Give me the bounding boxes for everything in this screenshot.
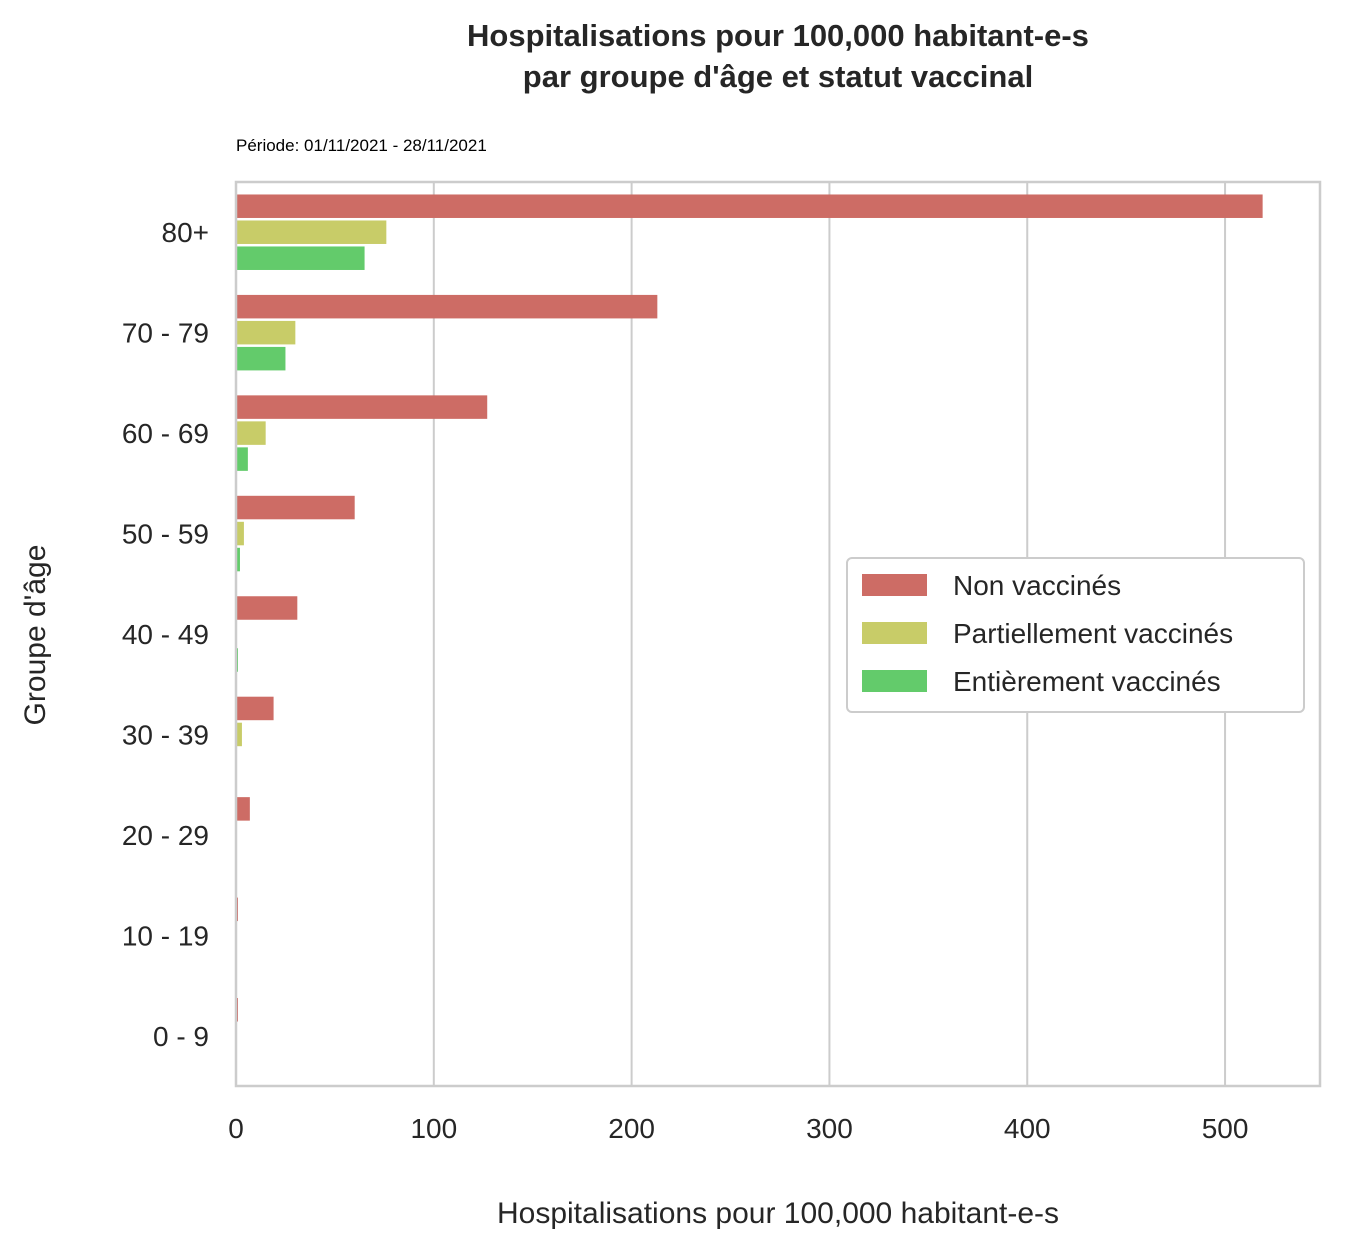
bar [236, 294, 658, 319]
y-tick-labels: 80+ 70 - 79 60 - 69 50 - 59 40 - 49 30 - 39 20… [122, 217, 209, 1052]
y-axis-label: Groupe d'âge [19, 545, 52, 726]
bar [236, 320, 296, 345]
chart-title-line-2: par groupe d'âge et statut vaccinal [523, 59, 1033, 94]
y-tick-label: 80+ [162, 217, 210, 248]
y-tick-label: 10 - 19 [122, 920, 209, 951]
bar [236, 521, 244, 546]
y-tick-label: 0 - 9 [153, 1021, 209, 1052]
legend-label: Entièrement vaccinés [953, 666, 1221, 697]
y-tick-label: 20 - 29 [122, 820, 209, 851]
legend-swatch [862, 574, 927, 596]
x-tick-label: 400 [1004, 1113, 1051, 1144]
x-tick-label: 300 [806, 1113, 853, 1144]
y-tick-label: 40 - 49 [122, 619, 209, 650]
legend: Non vaccinés Partiellement vaccinés Entièr… [846, 557, 1305, 713]
x-tick-label: 0 [228, 1113, 244, 1144]
bar [236, 220, 387, 244]
bar [236, 246, 365, 270]
legend-label: Non vaccinés [953, 570, 1121, 601]
y-tick-label: 50 - 59 [122, 519, 209, 550]
plot-frame [234, 180, 1322, 1088]
bar [236, 395, 488, 419]
bar [236, 547, 240, 572]
bar [236, 596, 298, 620]
bar [236, 346, 286, 371]
y-tick-label: 30 - 39 [122, 719, 209, 750]
bar [236, 722, 242, 747]
y-tick-label: 70 - 79 [122, 318, 209, 349]
bars [236, 194, 1263, 1022]
chart-subtitle: Période: 01/11/2021 - 28/11/2021 [236, 136, 487, 155]
bar [236, 797, 250, 821]
x-tick-label: 500 [1202, 1113, 1249, 1144]
x-tick-label: 200 [608, 1113, 655, 1144]
bar [236, 421, 266, 445]
x-axis-label: Hospitalisations pour 100,000 habitant-e… [497, 1197, 1059, 1230]
bar [236, 447, 248, 471]
bar [236, 696, 274, 721]
bar [236, 495, 355, 520]
x-tick-labels: 0 100 200 300 400 500 [228, 1113, 1248, 1144]
y-tick-label: 60 - 69 [122, 418, 209, 449]
x-tick-label: 100 [410, 1113, 457, 1144]
legend-box [846, 557, 1305, 713]
legend-swatch [862, 622, 927, 644]
legend-label: Partiellement vaccinés [953, 618, 1233, 649]
legend-swatch [862, 670, 927, 692]
chart-title-line-1: Hospitalisations pour 100,000 habitant-e… [467, 18, 1089, 53]
bar [236, 194, 1263, 218]
